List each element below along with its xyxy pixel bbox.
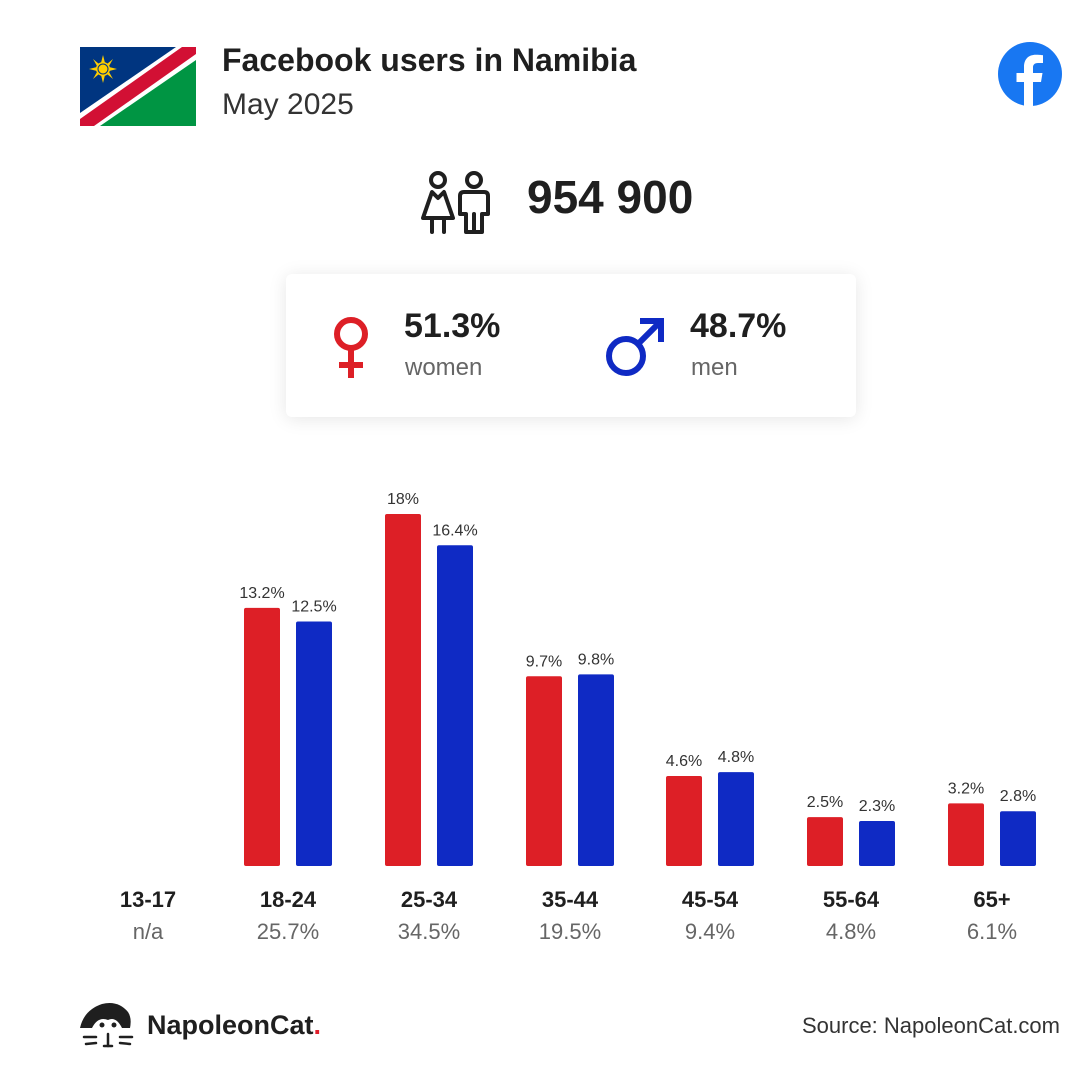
bar-label-men-25-34: 16.4% xyxy=(432,522,477,539)
category-total-25-34: 34.5% xyxy=(398,919,460,944)
bar-women-65+ xyxy=(948,803,984,866)
bar-label-men-35-44: 9.8% xyxy=(578,651,614,668)
people-icon xyxy=(421,171,490,234)
bar-label-men-55-64: 2.3% xyxy=(859,798,895,815)
page-title: Facebook users in Namibia xyxy=(222,42,637,78)
category-total-55-64: 4.8% xyxy=(826,919,876,944)
category-label-13-17: 13-17 xyxy=(120,887,176,912)
category-label-35-44: 35-44 xyxy=(542,887,599,912)
source-text: Source: NapoleonCat.com xyxy=(801,1013,1060,1038)
category-label-55-64: 55-64 xyxy=(823,887,880,912)
bar-women-35-44 xyxy=(526,676,562,866)
total-users: 954 900 xyxy=(527,171,694,223)
women-label: women xyxy=(405,354,483,381)
men-percent: 48.7% xyxy=(690,307,787,345)
category-label-45-54: 45-54 xyxy=(682,887,739,912)
category-label-25-34: 25-34 xyxy=(401,887,458,912)
age-gender-bar-chart: 13-17 n/a 13.2% 12.5% 18-24 25.7% 18% 16.4% 25-3… xyxy=(120,491,1036,944)
bar-men-55-64 xyxy=(859,821,895,866)
brand-name: NapoleonCat. xyxy=(147,1010,321,1041)
category-label-65+: 65+ xyxy=(973,887,1010,912)
category-label-18-24: 18-24 xyxy=(260,887,317,912)
category-total-35-44: 19.5% xyxy=(539,919,601,944)
page-subtitle: May 2025 xyxy=(222,88,354,121)
bar-label-men-45-54: 4.8% xyxy=(718,749,754,766)
men-label: men xyxy=(691,354,738,381)
bar-label-women-45-54: 4.6% xyxy=(666,753,702,770)
brand-name-text: NapoleonCat xyxy=(147,1010,314,1040)
bar-label-women-25-34: 18% xyxy=(387,491,419,508)
gender-card xyxy=(286,274,856,417)
bar-women-45-54 xyxy=(666,776,702,866)
category-total-18-24: 25.7% xyxy=(257,919,319,944)
bar-men-25-34 xyxy=(437,545,473,866)
category-total-45-54: 9.4% xyxy=(685,919,735,944)
bar-label-women-55-64: 2.5% xyxy=(807,794,843,811)
bar-women-55-64 xyxy=(807,817,843,866)
venus-icon xyxy=(334,317,368,378)
bar-label-men-65+: 2.8% xyxy=(1000,788,1036,805)
facebook-logo-icon xyxy=(998,42,1062,106)
bar-women-25-34 xyxy=(385,514,421,866)
bar-men-65+ xyxy=(1000,811,1036,866)
category-total-13-17: n/a xyxy=(133,919,164,944)
bar-men-18-24 xyxy=(296,621,332,866)
namibia-flag-icon xyxy=(80,47,196,126)
bar-label-women-65+: 3.2% xyxy=(948,780,984,797)
bar-label-women-18-24: 13.2% xyxy=(239,585,284,602)
bar-men-35-44 xyxy=(578,674,614,866)
brand-dot: . xyxy=(313,1010,322,1040)
mars-icon xyxy=(606,318,664,376)
bar-label-men-18-24: 12.5% xyxy=(291,599,336,616)
women-percent: 51.3% xyxy=(404,307,501,345)
bar-men-45-54 xyxy=(718,772,754,866)
bar-women-18-24 xyxy=(244,607,280,866)
bar-label-women-35-44: 9.7% xyxy=(526,653,562,670)
category-total-65+: 6.1% xyxy=(967,919,1017,944)
napoleoncat-logo-icon xyxy=(80,1003,134,1048)
